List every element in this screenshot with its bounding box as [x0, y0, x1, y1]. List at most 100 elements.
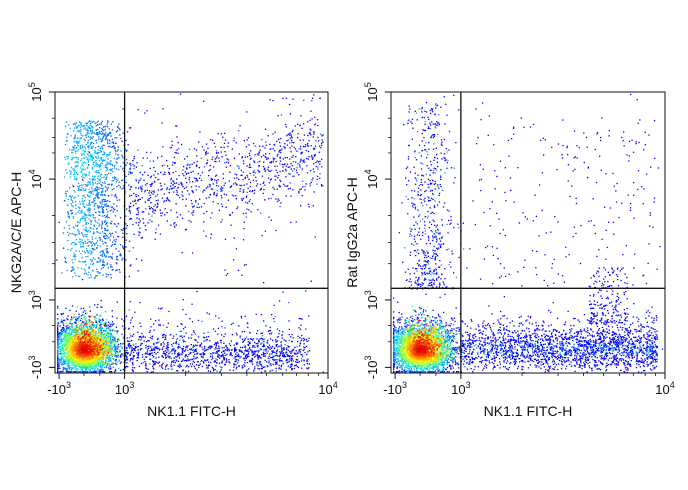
event-dot [278, 300, 281, 302]
event-dot [254, 351, 257, 353]
event-dot [73, 233, 75, 235]
event-dot [204, 349, 206, 351]
event-dot [119, 351, 121, 353]
event-dot [303, 360, 305, 362]
event-dot [215, 315, 217, 317]
event-dot [57, 328, 59, 330]
event-dot [97, 335, 99, 337]
event-dot [148, 205, 150, 208]
event-dot [310, 129, 312, 131]
event-dot [82, 187, 85, 190]
event-dot [246, 355, 249, 358]
event-dot [126, 337, 128, 339]
event-dot [272, 99, 274, 102]
event-dot [102, 274, 104, 276]
event-dot [76, 225, 78, 227]
event-dot [115, 181, 118, 183]
event-dot [260, 332, 262, 335]
event-dot [57, 313, 59, 315]
event-dot [96, 314, 98, 316]
event-dot [203, 347, 205, 350]
event-dot [83, 228, 85, 231]
event-dot [110, 184, 113, 186]
event-dot [98, 214, 100, 216]
event-dot [286, 353, 288, 355]
event-dot [191, 252, 194, 254]
event-dot [127, 352, 129, 354]
event-dot [89, 203, 91, 206]
event-dot [68, 148, 71, 151]
event-dot [90, 125, 93, 127]
event-dot [209, 345, 211, 347]
event-dot [109, 355, 111, 357]
event-dot [96, 152, 99, 155]
event-dot [88, 208, 90, 210]
event-dot [175, 349, 177, 352]
event-dot [168, 173, 171, 175]
event-dot [260, 337, 263, 339]
event-dot [89, 369, 91, 371]
event-dot [139, 301, 141, 304]
event-dot [114, 340, 117, 342]
event-dot [244, 176, 246, 178]
event-dot [122, 187, 125, 189]
event-dot [108, 154, 110, 156]
event-dot [208, 364, 211, 367]
event-dot [59, 346, 61, 348]
event-dot [83, 321, 85, 323]
event-dot [111, 168, 113, 170]
event-dot [257, 344, 259, 346]
event-dot [225, 345, 227, 347]
event-dot [137, 355, 139, 357]
event-dot [100, 123, 103, 125]
event-dot [74, 321, 76, 324]
event-dot [84, 252, 86, 254]
event-dot [224, 354, 226, 357]
event-dot [121, 245, 124, 247]
event-dot [104, 204, 106, 206]
event-dot [195, 364, 198, 366]
event-dot [114, 353, 116, 355]
event-dot [217, 356, 219, 358]
event-dot [119, 349, 121, 352]
event-dot [147, 347, 150, 350]
event-dot [89, 127, 91, 130]
event-dot [308, 350, 311, 352]
event-dot [252, 353, 254, 355]
event-dot [269, 364, 271, 366]
event-dot [278, 333, 280, 335]
event-dot [166, 342, 169, 344]
event-dot [62, 317, 65, 319]
event-dot [205, 152, 207, 154]
event-dot [315, 161, 317, 164]
event-dot [66, 136, 68, 138]
event-dot [297, 123, 299, 125]
event-dot [95, 203, 97, 205]
event-dot [113, 147, 116, 149]
event-dot [80, 132, 82, 134]
event-dot [93, 324, 95, 326]
event-dot [68, 333, 70, 335]
event-dot [286, 144, 289, 146]
event-dot [91, 251, 93, 253]
event-dot [107, 200, 109, 202]
event-dot [233, 177, 236, 179]
event-dot [225, 359, 228, 361]
event-dot [57, 363, 59, 365]
event-dot [114, 142, 116, 144]
event-dot [175, 333, 177, 336]
event-dot [224, 132, 226, 134]
event-dot [82, 321, 84, 323]
event-dot [167, 349, 169, 351]
event-dot [234, 348, 236, 350]
event-dot [159, 209, 161, 211]
event-dot [216, 348, 218, 350]
event-dot [103, 345, 105, 347]
event-dot [311, 100, 313, 102]
event-dot [290, 168, 292, 170]
event-dot [264, 147, 266, 149]
event-dot [257, 355, 259, 357]
event-dot [89, 153, 91, 155]
event-dot [57, 339, 59, 341]
event-dot [207, 361, 210, 363]
